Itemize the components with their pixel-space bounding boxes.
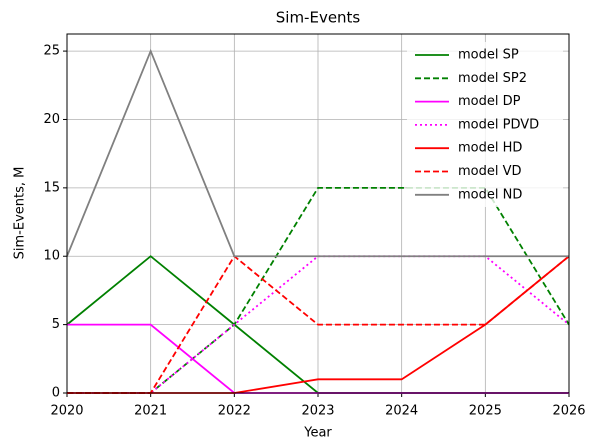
legend-box [407, 42, 563, 207]
chart-title: Sim-Events [276, 9, 361, 27]
series-line [66, 48, 569, 258]
x-tick-label: 2026 [552, 404, 585, 419]
y-axis-label: Sim-Events, M [13, 167, 28, 260]
x-tick-label: 2025 [469, 404, 502, 419]
legend-label: model SP2 [458, 71, 527, 86]
legend-label: model PDVD [458, 117, 539, 132]
x-axis-label: Year [303, 426, 332, 441]
legend-label: model ND [458, 187, 522, 202]
y-tick-label: 25 [43, 44, 60, 59]
y-tick-label: 20 [43, 112, 60, 127]
legend-label: model VD [458, 164, 522, 179]
y-tick-label: 0 [52, 386, 60, 401]
x-tick-label: 2020 [50, 404, 83, 419]
x-tick-label: 2024 [385, 404, 418, 419]
legend-label: model DP [458, 94, 521, 109]
legend-label: model HD [458, 141, 522, 156]
y-tick-label: 15 [43, 180, 60, 195]
x-tick-label: 2021 [134, 404, 167, 419]
x-tick-label: 2023 [301, 404, 334, 419]
x-tick-label: 2022 [218, 404, 251, 419]
y-tick-label: 5 [52, 317, 60, 332]
legend-label: model SP [458, 48, 519, 63]
y-tick-label: 10 [43, 249, 60, 264]
plot-frame [66, 33, 570, 394]
